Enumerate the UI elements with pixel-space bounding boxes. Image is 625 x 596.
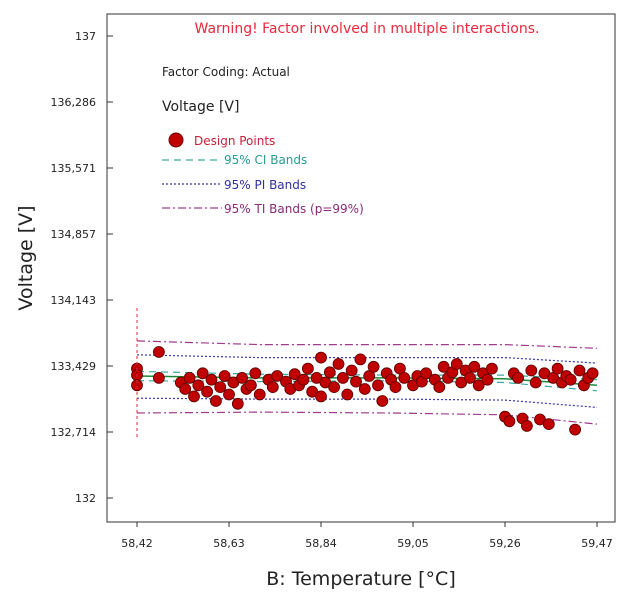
y-axis-title: Voltage [V] <box>15 205 37 310</box>
design-point <box>188 390 200 403</box>
y-tick-label: 132,714 <box>51 426 97 439</box>
design-point <box>152 346 165 358</box>
design-point <box>236 371 249 384</box>
x-tick-label: 58,84 <box>305 537 337 550</box>
design-point <box>512 371 524 384</box>
pi-band-lower <box>136 397 598 408</box>
design-point <box>315 390 327 403</box>
design-point <box>481 373 494 386</box>
design-point <box>358 383 371 395</box>
legend-marker-icon <box>168 132 184 148</box>
design-point <box>196 367 209 380</box>
design-point <box>503 415 516 428</box>
design-point <box>586 367 599 380</box>
design-point <box>468 360 481 373</box>
plot-frame <box>106 13 616 523</box>
y-tick-label: 137 <box>75 30 96 43</box>
design-point <box>179 383 192 395</box>
design-point <box>551 362 564 375</box>
y-tick-label: 134,143 <box>51 294 97 307</box>
design-point <box>209 395 222 407</box>
legend-ti-bands: 95% TI Bands (p=99%) <box>224 202 364 216</box>
design-point <box>205 373 218 386</box>
legend: Design Points 95% CI Bands 95% PI Bands … <box>162 132 364 216</box>
design-point <box>249 367 262 380</box>
design-point <box>525 364 538 377</box>
legend-pi-bands: 95% PI Bands <box>224 178 306 192</box>
design-point <box>529 376 542 389</box>
y-tick-label: 135,571 <box>51 162 97 175</box>
design-point <box>223 388 235 401</box>
design-point <box>472 379 485 392</box>
design-point <box>389 381 402 394</box>
design-point <box>420 367 433 380</box>
design-point <box>398 371 411 384</box>
design-point <box>464 371 476 384</box>
design-point <box>297 373 310 386</box>
design-point <box>336 371 349 384</box>
y-tick-label: 133,429 <box>51 360 97 373</box>
design-point <box>485 362 498 375</box>
design-point <box>288 368 301 381</box>
factor-coding-text: Factor Coding: Actual <box>162 65 290 79</box>
y-tick-label: 134,857 <box>51 228 97 241</box>
ti-band-upper <box>136 340 598 349</box>
design-point <box>345 364 358 377</box>
y-axis: 132 132,714 133,429 134,143 134,857 135,571 13… <box>51 30 113 505</box>
design-point <box>354 353 367 366</box>
x-axis-title: B: Temperature [°C] <box>266 568 455 590</box>
design-point <box>376 395 389 407</box>
design-point <box>231 397 244 410</box>
x-tick-label: 58,63 <box>213 537 245 550</box>
pi-band-upper <box>136 354 598 364</box>
design-point <box>564 373 577 386</box>
y-tick-label: 132 <box>75 492 96 505</box>
interval-bands <box>136 340 598 425</box>
design-point <box>266 381 279 394</box>
chart-title: Voltage [V] <box>162 99 239 115</box>
design-point <box>332 358 345 370</box>
design-point <box>569 423 581 436</box>
design-point <box>218 370 231 382</box>
design-points <box>131 346 599 436</box>
design-point <box>437 360 450 373</box>
x-axis: 58,42 58,63 58,84 59,05 59,26 59,47 <box>121 522 613 550</box>
design-point <box>315 351 327 364</box>
design-point <box>367 360 380 373</box>
design-point <box>253 388 266 401</box>
x-tick-label: 59,47 <box>581 537 613 550</box>
legend-ci-bands: 95% CI Bands <box>224 153 307 167</box>
design-point <box>433 381 446 394</box>
design-point <box>244 379 257 392</box>
design-point <box>192 379 205 392</box>
design-point <box>183 371 196 384</box>
design-point <box>328 381 341 394</box>
legend-design-points: Design Points <box>194 134 275 148</box>
design-point <box>323 366 336 379</box>
design-point <box>301 362 314 375</box>
design-point <box>152 371 165 384</box>
design-point <box>201 385 214 398</box>
warning-text: Warning! Factor involved in multiple int… <box>195 21 540 37</box>
design-point <box>131 379 143 392</box>
design-point <box>372 379 384 392</box>
x-tick-label: 58,42 <box>121 537 153 550</box>
x-tick-label: 59,26 <box>489 537 521 550</box>
design-point <box>450 358 463 370</box>
ti-band-lower <box>136 411 598 425</box>
design-point <box>542 418 555 431</box>
design-point <box>573 364 586 377</box>
design-point <box>341 388 354 401</box>
y-tick-label: 136,286 <box>51 96 97 109</box>
design-point <box>521 419 533 432</box>
design-point <box>350 375 362 388</box>
x-tick-label: 59,05 <box>397 537 429 550</box>
design-point <box>214 381 227 394</box>
design-point <box>271 370 284 382</box>
